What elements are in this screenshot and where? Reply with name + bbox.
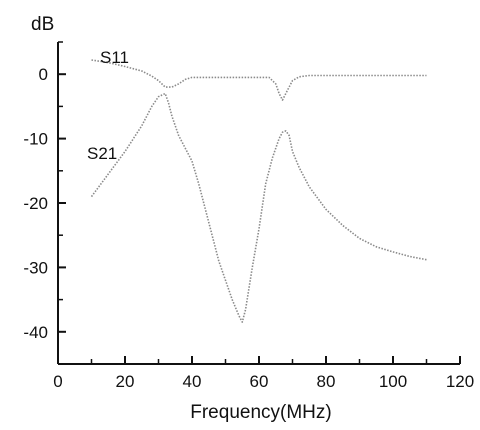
series-layer bbox=[90, 59, 427, 323]
y-tick-label: 0 bbox=[39, 65, 48, 84]
series-label-s11: S11 bbox=[100, 48, 129, 67]
x-ticks: 0 20 40 60 80 100 120 bbox=[53, 356, 474, 391]
x-tick-label: 0 bbox=[53, 372, 62, 391]
y-ticks: 0 -10 -20 -30 -40 bbox=[23, 41, 66, 365]
x-tick-label: 120 bbox=[446, 372, 474, 391]
series-label-s21: S21 bbox=[87, 144, 117, 163]
y-axis-label: dB bbox=[31, 14, 54, 35]
y-tick-label: -10 bbox=[23, 130, 48, 149]
x-tick-label: 20 bbox=[116, 372, 135, 391]
x-tick-label: 80 bbox=[317, 372, 336, 391]
y-tick-label: -40 bbox=[23, 323, 48, 342]
series-line-s11 bbox=[91, 59, 427, 101]
y-tick-label: -20 bbox=[23, 194, 48, 213]
y-tick-label: -30 bbox=[23, 258, 48, 277]
x-tick-label: 60 bbox=[250, 372, 269, 391]
x-tick-label: 100 bbox=[379, 372, 407, 391]
plot-area bbox=[57, 42, 460, 365]
x-axis-label: Frequency(MHz) bbox=[190, 402, 331, 423]
x-tick-label: 40 bbox=[183, 372, 202, 391]
series-line-s21 bbox=[90, 92, 427, 323]
